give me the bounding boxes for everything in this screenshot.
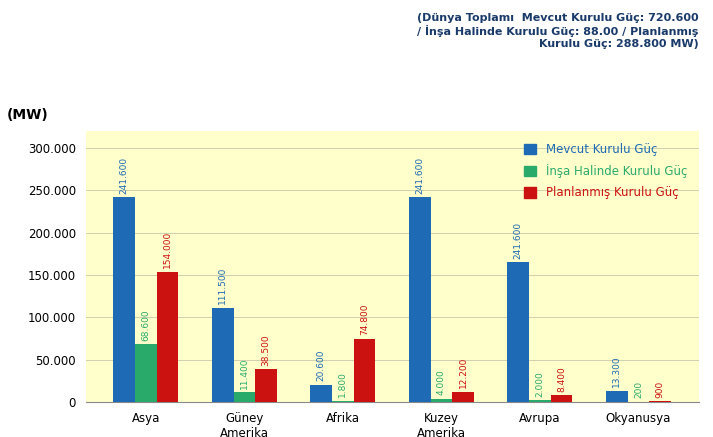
Text: 8.400: 8.400 [557, 366, 566, 392]
Text: 900: 900 [655, 381, 665, 398]
Text: 4.000: 4.000 [437, 370, 446, 395]
Text: 38.500: 38.500 [262, 334, 271, 366]
Bar [255, 369, 277, 402]
Text: 68.600: 68.600 [141, 309, 150, 340]
Bar [157, 272, 178, 402]
Bar [550, 395, 573, 402]
Text: (Dünya Toplamı  Mevcut Kurulu Güç: 720.600
/ İnşa Halinde Kurulu Güç: 88.00 / Pl: (Dünya Toplamı Mevcut Kurulu Güç: 720.60… [417, 13, 699, 49]
Bar [332, 401, 354, 402]
Bar [354, 339, 376, 402]
Text: (MW): (MW) [7, 108, 49, 122]
Bar [529, 400, 550, 402]
Text: 13.300: 13.300 [612, 356, 621, 387]
Legend: Mevcut Kurulu Güç, İnşa Halinde Kurulu Güç, Planlanmış Kurulu Güç: Mevcut Kurulu Güç, İnşa Halinde Kurulu G… [518, 137, 693, 205]
Text: 12.200: 12.200 [458, 357, 468, 388]
Text: 11.400: 11.400 [240, 357, 249, 389]
Text: 154.000: 154.000 [163, 231, 172, 268]
Bar [310, 385, 332, 402]
Text: 74.800: 74.800 [360, 304, 369, 335]
Text: 241.600: 241.600 [513, 222, 523, 259]
Bar [135, 344, 157, 402]
Bar [212, 308, 234, 402]
Bar [234, 392, 255, 402]
Bar [409, 198, 431, 402]
Text: 241.600: 241.600 [415, 157, 424, 194]
Text: 241.600: 241.600 [120, 157, 129, 194]
Bar [431, 399, 452, 402]
Bar [508, 262, 529, 402]
Text: 1.800: 1.800 [339, 371, 347, 397]
Bar [452, 392, 474, 402]
Text: 111.500: 111.500 [218, 267, 227, 304]
Text: 2.000: 2.000 [535, 371, 545, 397]
Text: 200: 200 [634, 382, 643, 399]
Bar [113, 198, 135, 402]
Text: 20.600: 20.600 [317, 350, 326, 381]
Bar [606, 391, 627, 402]
Bar [650, 401, 671, 402]
